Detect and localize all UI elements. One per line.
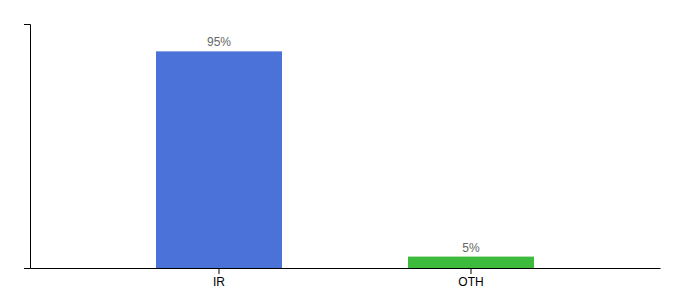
bar	[156, 51, 282, 268]
x-tick-mark	[471, 268, 472, 274]
chart-container: IR OTH 95% 5%	[0, 0, 680, 300]
data-label: 5%	[462, 241, 480, 255]
y-axis-line	[24, 25, 31, 269]
plot-area	[156, 51, 534, 268]
x-tick-label: OTH	[458, 275, 483, 289]
x-tick: OTH	[458, 268, 483, 289]
x-tick: IR	[213, 268, 225, 289]
x-axis-line	[31, 268, 661, 269]
y-axis	[24, 25, 31, 269]
x-axis: IR OTH	[31, 268, 661, 289]
x-tick-label: IR	[213, 275, 225, 289]
data-label: 95%	[207, 35, 231, 49]
x-tick-mark	[219, 268, 220, 274]
bar	[408, 257, 534, 268]
data-labels: 95% 5%	[207, 35, 480, 254]
chart-svg: IR OTH 95% 5%	[0, 0, 680, 300]
